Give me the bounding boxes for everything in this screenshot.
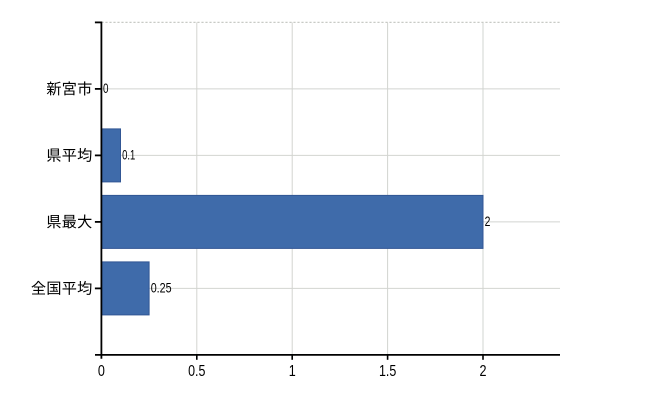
svg-text:0.25: 0.25 [151, 281, 172, 296]
svg-text:2: 2 [485, 214, 491, 229]
svg-text:0: 0 [98, 363, 105, 380]
svg-text:0.5: 0.5 [188, 363, 205, 380]
svg-text:0.1: 0.1 [122, 148, 135, 163]
svg-text:0: 0 [103, 81, 109, 96]
svg-text:1.5: 1.5 [379, 363, 396, 380]
svg-text:1: 1 [289, 363, 296, 380]
svg-text:2: 2 [480, 363, 487, 380]
